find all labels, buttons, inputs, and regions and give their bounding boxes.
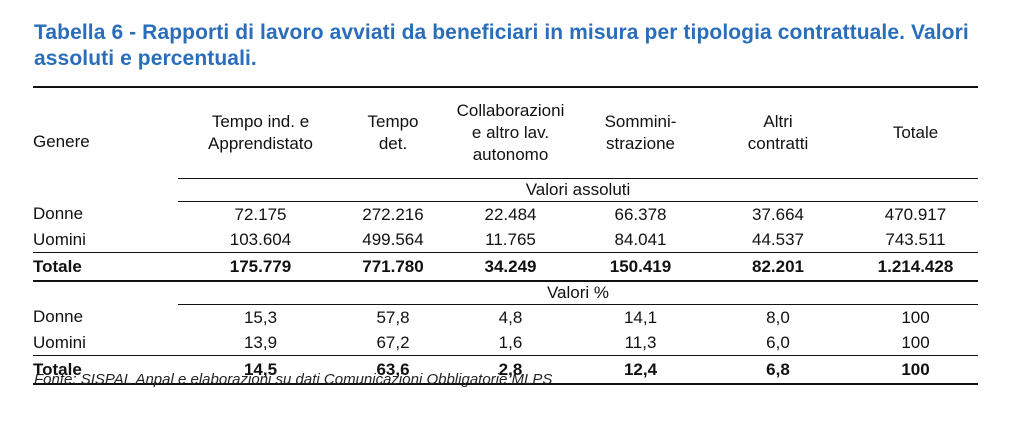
header-somministrazione: Sommini- strazione <box>604 111 677 153</box>
table-row: Uomini 103.604 499.564 11.765 84.041 44.… <box>33 227 978 253</box>
data-table: Genere Tempo ind. e Apprendistato Tempo … <box>33 86 978 385</box>
table-cell: 66.378 <box>614 204 667 224</box>
table-cell: 2,8 <box>498 359 523 379</box>
table-cell: 11,3 <box>624 332 657 352</box>
table-cell: 8,0 <box>766 307 790 327</box>
table-cell: 771.780 <box>362 256 424 276</box>
section-header-row: Valori assoluti <box>33 177 978 202</box>
table-cell: 63,6 <box>376 359 410 379</box>
section-header-row: Valori % <box>33 280 978 305</box>
table-cell: 37.664 <box>752 204 804 224</box>
table-cell: 82.201 <box>752 256 804 276</box>
table-cell: 150.419 <box>609 256 672 276</box>
table-cell: 103.604 <box>229 229 292 249</box>
table-row: Uomini 13,9 67,2 1,6 11,3 6,0 100 <box>33 330 978 356</box>
table-cell: 6,8 <box>766 359 790 379</box>
table-cell: 67,2 <box>376 332 410 352</box>
section-label: Valori assoluti <box>178 177 978 202</box>
header-row: Genere Tempo ind. e Apprendistato Tempo … <box>33 87 978 178</box>
table-cell: 34.249 <box>484 256 537 276</box>
total-row: Totale 14,5 63,6 2,8 12,4 6,8 100 <box>33 355 978 384</box>
row-label: Totale <box>33 256 82 276</box>
table-cell: 22.484 <box>484 204 537 224</box>
table-row: Donne 15,3 57,8 4,8 14,1 8,0 100 <box>33 304 978 330</box>
row-label: Uomini <box>33 332 86 352</box>
header-tempo-det: Tempo det. <box>367 111 419 153</box>
table-row: Donne 72.175 272.216 22.484 66.378 37.66… <box>33 201 978 227</box>
section-label: Valori % <box>178 280 978 305</box>
table-cell: 175.779 <box>229 256 292 276</box>
row-label: Donne <box>33 307 84 327</box>
table-cell: 499.564 <box>362 229 424 249</box>
total-row: Totale 175.779 771.780 34.249 150.419 82… <box>33 252 978 281</box>
header-totale: Totale <box>892 122 939 142</box>
table-cell: 11.765 <box>485 229 536 249</box>
table-cell: 57,8 <box>376 307 410 327</box>
header-tempo-ind: Tempo ind. e Apprendistato <box>208 111 313 153</box>
table-cell: 14,5 <box>243 359 278 379</box>
row-label: Uomini <box>33 229 86 249</box>
row-label: Donne <box>33 204 84 224</box>
table-cell: 15,3 <box>243 307 278 327</box>
table-cell: 6,0 <box>766 332 790 352</box>
table-cell: 4,8 <box>498 307 523 327</box>
table-cell: 12,4 <box>623 359 658 379</box>
table-cell: 470.917 <box>884 204 947 224</box>
table-cell: 44.537 <box>752 229 804 249</box>
header-altri-contratti: Altri contratti <box>747 111 809 153</box>
header-genere: Genere <box>33 132 90 151</box>
table-cell: 1,6 <box>498 332 523 352</box>
table-cell: 84.041 <box>614 229 667 249</box>
table-cell: 100 <box>901 307 930 327</box>
source-note: Fonte: SISPAL Anpal e elaborazioni su da… <box>34 371 553 388</box>
table-cell: 72.175 <box>234 204 287 224</box>
table-title: Tabella 6 - Rapporti di lavoro avviati d… <box>34 21 969 70</box>
table-cell: 100 <box>901 359 930 379</box>
table-cell: 14,1 <box>623 307 658 327</box>
row-label: Totale <box>33 359 82 379</box>
table-cell: 100 <box>901 332 930 352</box>
table-cell: 13,9 <box>243 332 278 352</box>
table-cell: 272.216 <box>362 204 424 224</box>
header-collaborazioni: Collaborazioni e altro lav. autonomo <box>456 100 565 164</box>
table-cell: 743.511 <box>885 229 946 249</box>
table-cell: 1.214.428 <box>877 256 954 276</box>
